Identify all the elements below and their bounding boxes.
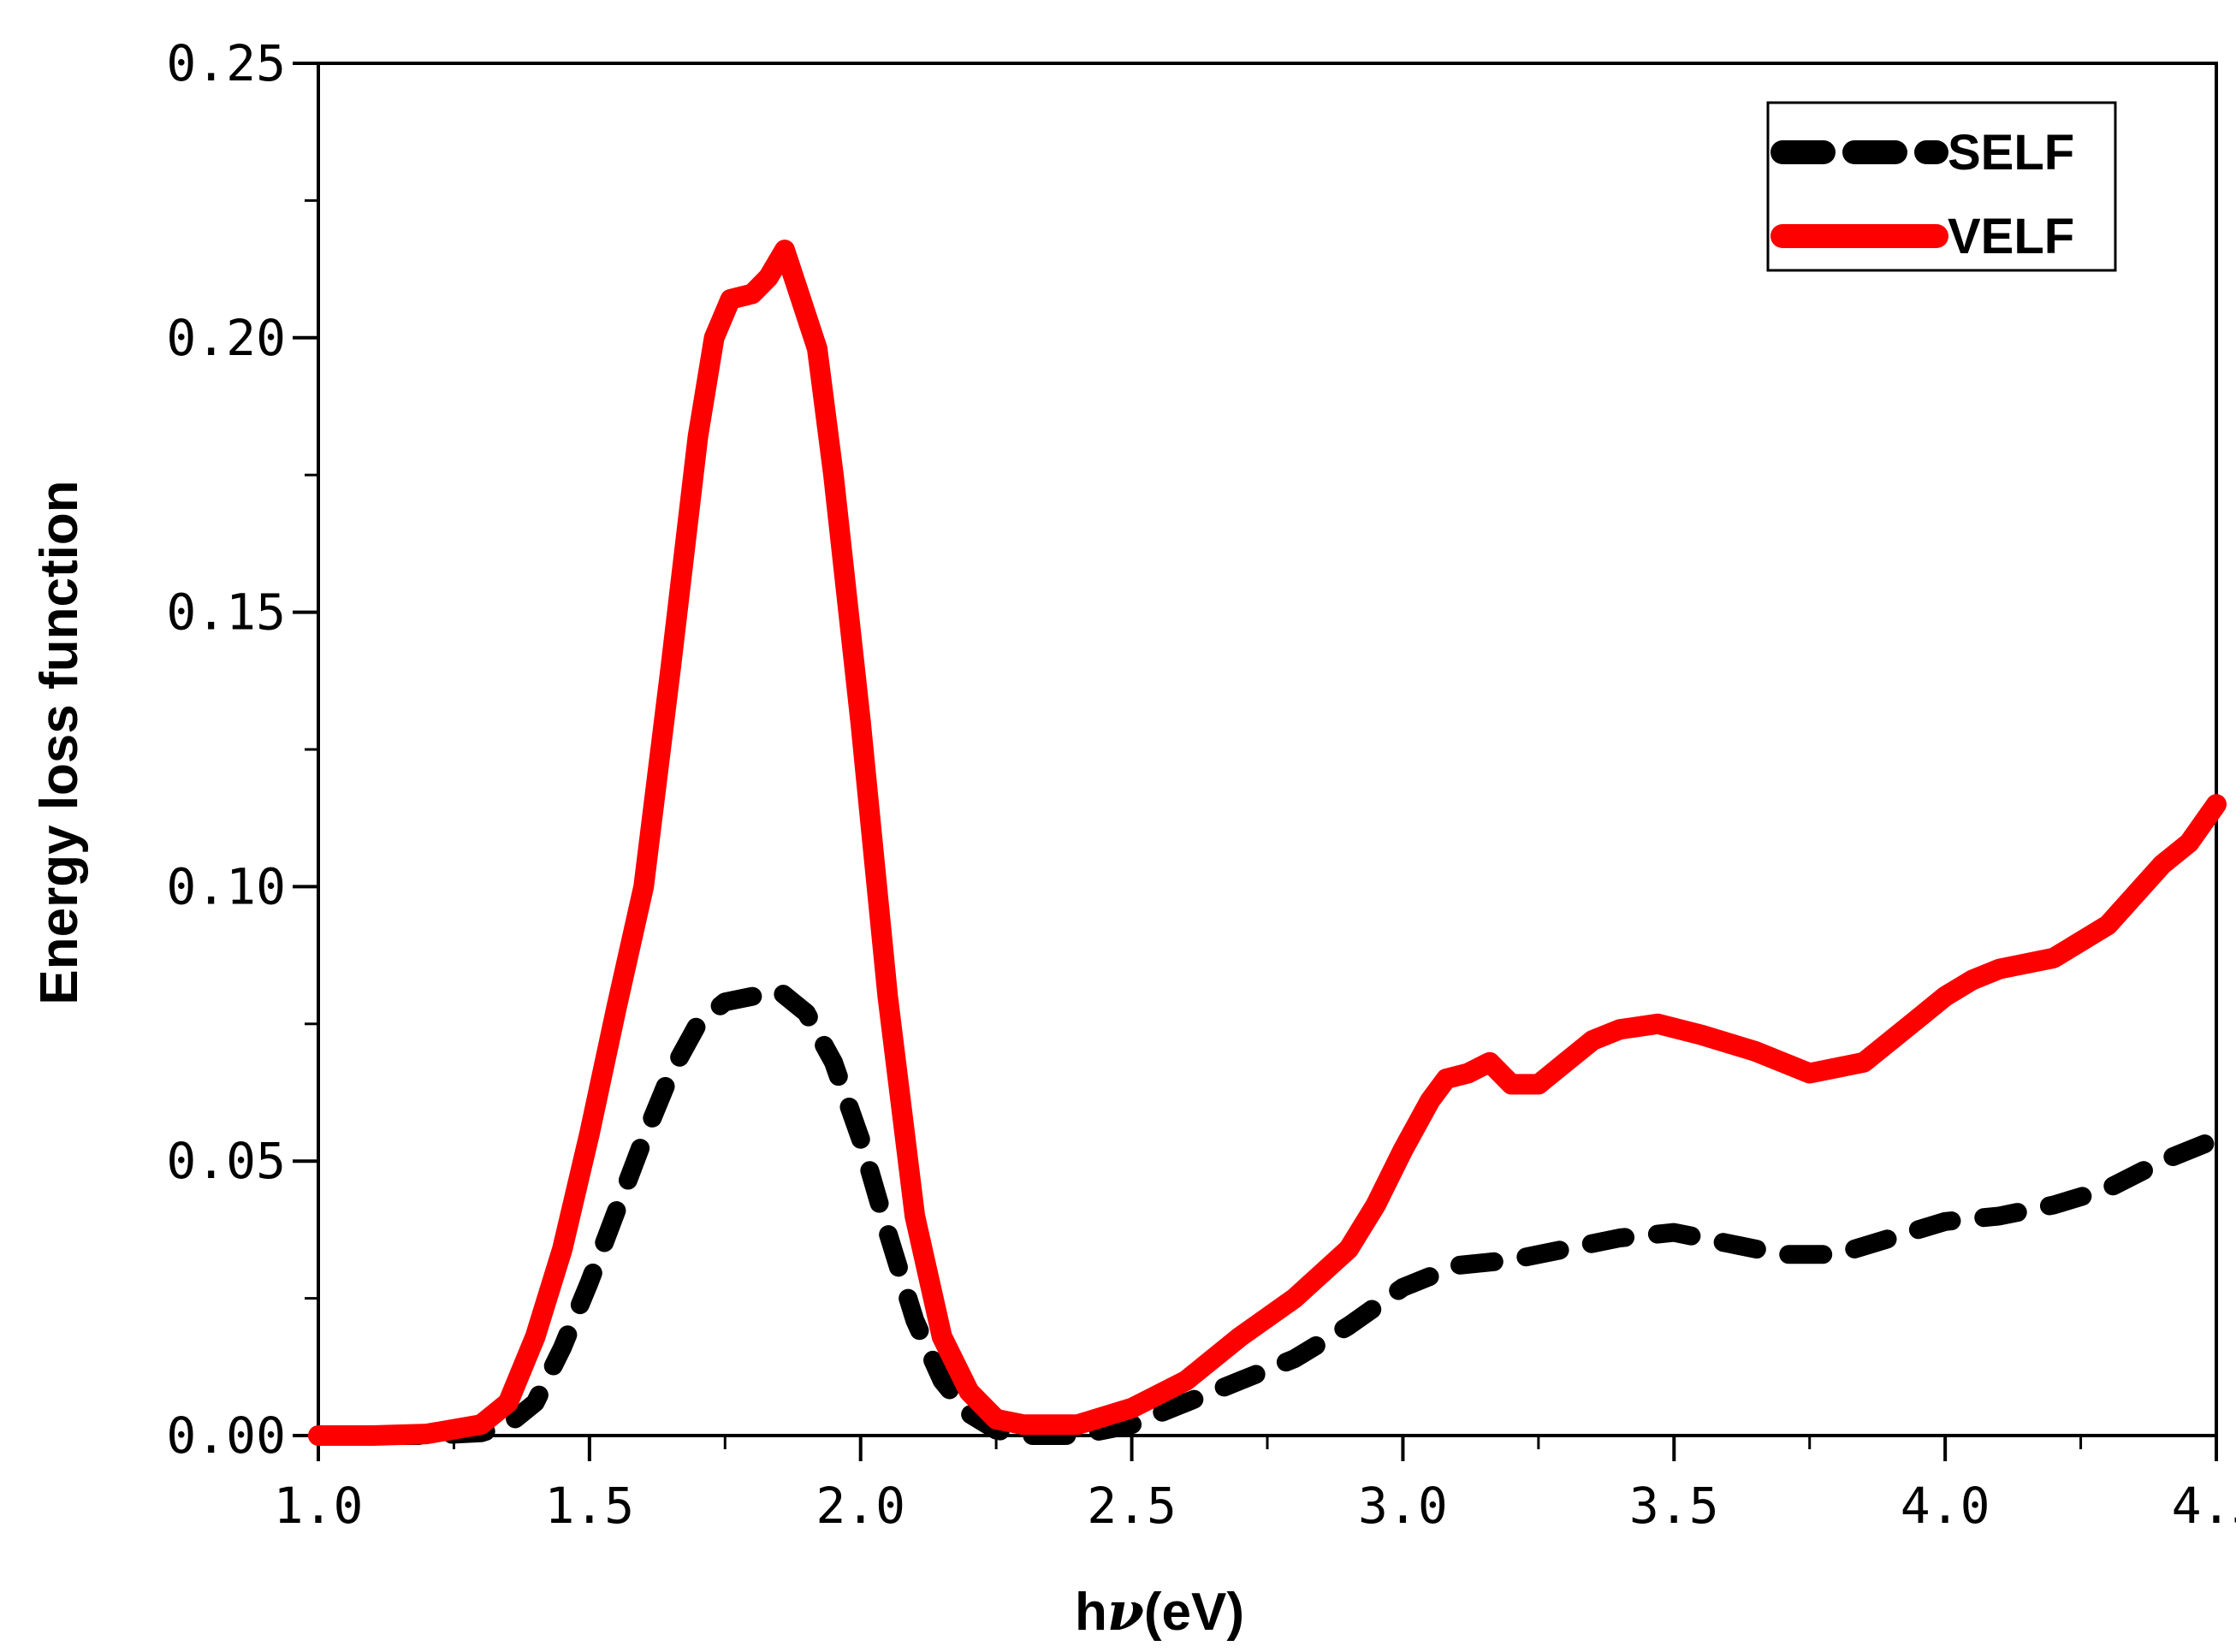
y-tick-label: 0.25 <box>166 34 286 92</box>
y-tick-label: 0.05 <box>166 1132 286 1190</box>
y-tick-label: 0.10 <box>166 857 286 915</box>
series-layer <box>308 240 2227 1446</box>
x-tick-label: 1.5 <box>544 1477 634 1535</box>
series-line-velf <box>308 240 2227 1446</box>
y-tick-label: 0.15 <box>166 583 286 642</box>
x-tick-label: 4.0 <box>1901 1477 1990 1535</box>
legend-label-velf: VELF <box>1948 209 2074 264</box>
y-axis-title: Energy loss function <box>30 480 89 1004</box>
y-axis-ticks: 0.00 0.05 0.10 0.15 0.20 0.25 <box>166 34 318 1465</box>
x-tick-label: 3.0 <box>1358 1477 1448 1535</box>
x-tick-label: 3.5 <box>1629 1477 1719 1535</box>
x-axis-title-unit: (eV) <box>1144 1583 1244 1642</box>
x-tick-label: 1.0 <box>274 1477 364 1535</box>
x-tick-label: 2.5 <box>1087 1477 1177 1535</box>
x-axis-title-main: h <box>1075 1583 1107 1642</box>
y-tick-label: 0.20 <box>166 309 286 367</box>
x-axis-ticks: 1.0 1.5 2.0 2.5 3.0 3.5 4.0 4.5 <box>274 1436 2236 1535</box>
x-axis-title-symbol: ν <box>1107 1580 1144 1643</box>
legend: SELF VELF <box>1766 101 2117 272</box>
x-tick-label: 2.0 <box>816 1477 905 1535</box>
x-axis-title: hν(eV) <box>1075 1580 1244 1643</box>
x-tick-label: 4.5 <box>2172 1477 2236 1535</box>
y-tick-label: 0.00 <box>166 1406 286 1465</box>
series-line-self <box>309 981 2226 1445</box>
legend-label-self: SELF <box>1948 125 2074 181</box>
